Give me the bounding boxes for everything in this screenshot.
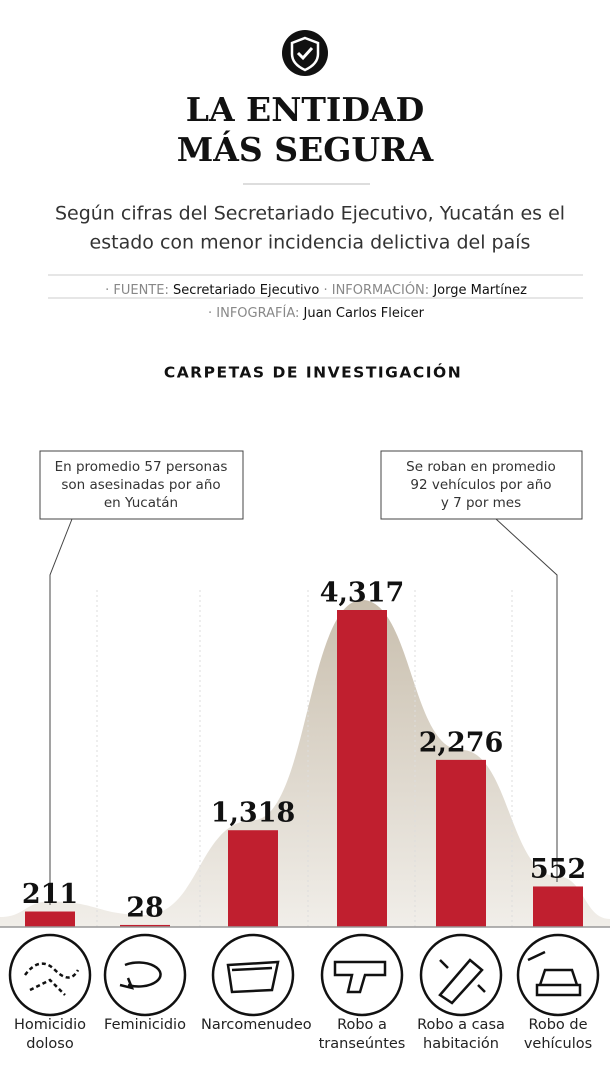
title-line: LA ENTIDAD: [186, 90, 424, 129]
category-label: Homicidio doloso: [13, 1017, 87, 1052]
shield-icon: [282, 30, 328, 76]
bar: [25, 911, 75, 927]
background-shape: [0, 600, 610, 927]
value-label: 4,317: [320, 578, 405, 609]
bar: [228, 830, 278, 927]
annotation-text: y 7 por mes: [441, 495, 521, 511]
annotation-text: Se roban en promedio: [406, 459, 556, 475]
category-label: Robo de vehículos: [523, 1017, 593, 1052]
annotation-text: 92 vehículos por año: [410, 477, 551, 493]
title-line: MÁS SEGURA: [177, 129, 434, 169]
chart-title: CARPETAS DE INVESTIGACIÓN: [164, 363, 462, 382]
category-label: Robo a casa habitación: [417, 1017, 505, 1052]
annotation-text: en Yucatán: [104, 495, 178, 511]
bars: 211 28 1,318 4,317 2,276 552: [22, 578, 586, 927]
value-label: 211: [22, 879, 78, 910]
value-label: 1,318: [211, 798, 296, 829]
annotation-text: En promedio 57 personas: [55, 459, 228, 475]
icons: [8, 933, 600, 1017]
annotation: [39, 450, 244, 905]
category-label: Narcomenudeo: [201, 1017, 312, 1033]
annotation-text: son asesinadas por año: [61, 477, 220, 493]
credit-text: Jorge Martínez: [432, 283, 527, 298]
value-label: 28: [126, 892, 164, 923]
credit-label: · INFORMACIÓN:: [323, 282, 429, 298]
credit-text: Secretariado Ejecutivo: [173, 283, 319, 298]
credits: · FUENTE: Secretariado Ejecutivo · INFOR…: [105, 282, 527, 298]
credit-label: · FUENTE:: [105, 283, 169, 298]
value-label: 2,276: [419, 727, 504, 758]
subtitle-line: estado con menor incidencia delictiva de…: [90, 232, 531, 254]
bar: [120, 924, 170, 927]
bar: [337, 610, 387, 927]
subtitle-line: Según cifras del Secretariado Ejecutivo,…: [55, 203, 565, 225]
category-label: Feminicidio: [104, 1017, 186, 1033]
category-label: Robo a transeúntes: [318, 1017, 406, 1052]
credits: · INFOGRAFÍA: Juan Carlos Fleicer: [208, 305, 425, 321]
bar: [436, 759, 486, 927]
value-label: 552: [530, 854, 586, 885]
annotation: [380, 450, 583, 882]
credit-text: Juan Carlos Fleicer: [303, 306, 425, 321]
bar: [533, 886, 583, 927]
credit-label: · INFOGRAFÍA:: [208, 305, 299, 321]
separators: [96, 590, 513, 927]
